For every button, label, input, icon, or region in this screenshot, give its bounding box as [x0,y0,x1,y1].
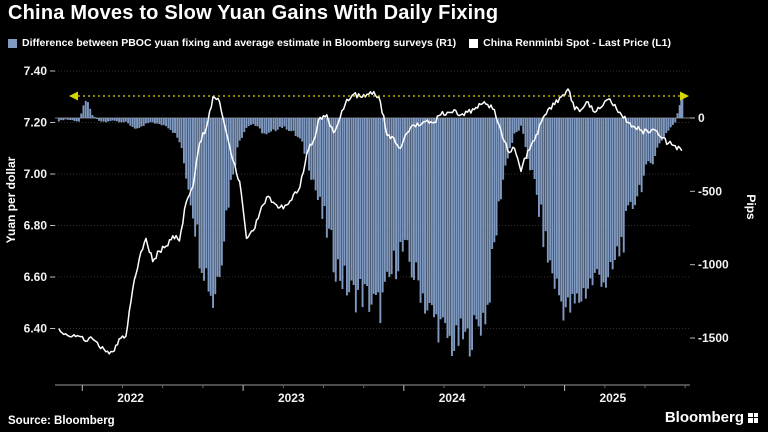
bloomberg-logo-text: Bloomberg [664,409,744,426]
legend-item-spot: China Renminbi Spot - Last Price (L1) [469,37,671,49]
legend-label: China Renminbi Spot - Last Price (L1) [483,37,671,49]
annotation-dotted-line [69,91,689,101]
svg-text:2025: 2025 [599,391,626,405]
legend-swatch [469,38,479,48]
svg-text:0: 0 [698,111,705,125]
svg-text:7.20: 7.20 [24,116,48,130]
left-axis: 7.40 7.20 7.00 6.80 6.60 6.40 [24,64,55,336]
svg-text:6.80: 6.80 [24,219,48,233]
svg-text:2023: 2023 [278,391,305,405]
right-axis-title: Pips [744,194,758,220]
bloomberg-logo-icon [748,412,758,423]
legend-swatch [8,38,17,48]
svg-text:6.60: 6.60 [24,270,48,284]
fixing-gap-bars-series [57,96,684,357]
left-axis-title: Yuan per dollar [4,156,18,244]
legend-item-fixing-gap: Difference between PBOC yuan fixing and … [8,37,456,49]
chart-legend: Difference between PBOC yuan fixing and … [8,37,671,49]
bloomberg-logo: Bloomberg [665,409,758,426]
x-axis: 2022 2023 2024 2025 [55,384,690,405]
svg-text:-1000: -1000 [698,258,729,272]
spot-price-line-series [58,88,683,355]
svg-text:7.00: 7.00 [24,167,48,181]
svg-text:-1500: -1500 [698,331,729,345]
svg-text:7.40: 7.40 [24,64,48,78]
svg-text:2022: 2022 [117,391,144,405]
chart-title: China Moves to Slow Yuan Gains With Dail… [8,2,499,24]
source-label: Source: Bloomberg [8,415,115,427]
right-axis: 0 -500 -1000 -1500 [690,111,729,345]
svg-text:-500: -500 [698,184,722,198]
svg-text:6.40: 6.40 [24,322,48,336]
svg-text:2024: 2024 [439,391,466,405]
legend-label: Difference between PBOC yuan fixing and … [22,37,457,49]
